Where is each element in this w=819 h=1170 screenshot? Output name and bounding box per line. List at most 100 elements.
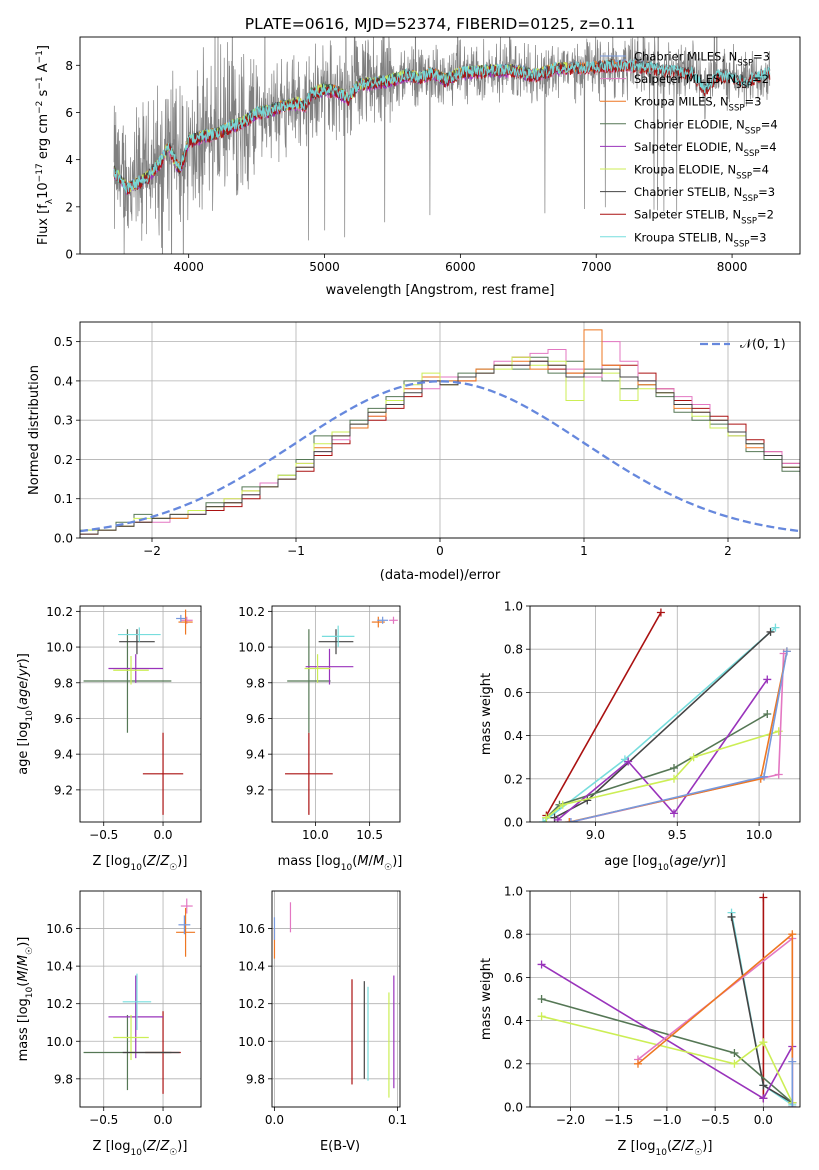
y-tick-label: 0.5 [54,335,73,349]
weight-marker [774,770,783,779]
y-tick-label: 1.0 [504,885,523,899]
y-tick-label: 0.0 [54,532,73,546]
x-tick-label: 9.0 [586,828,605,842]
weight-marker [566,818,575,822]
errorbar-chabrier-miles [178,915,191,935]
weight-marker [730,1049,739,1057]
mass_vs_ebv-axes: 0.0 0.1 9.8 10.0 10.2 10.4 10.6 [238,891,407,1127]
normal-distribution-curve [80,380,800,533]
spectrum-lines [113,37,771,254]
residuals-y-axis-label: Normed distribution [27,365,42,495]
weight-marker [771,623,780,632]
weight-line [542,626,777,822]
y-tick-label: 0.1 [54,492,73,506]
weight-marker [553,815,562,822]
mass-vs-Z-x-axis-label: Z [log10(Z/Z☉)] [93,1139,188,1158]
legend-label: Chabrier MILES, NSSP=3 [634,50,770,69]
y-tick-label: 10.0 [46,1035,73,1049]
weight-marker [634,1059,642,1068]
weight-marker [782,647,791,656]
y-tick-label: 9.8 [246,1072,265,1086]
x-tick-label: −1 [287,544,305,558]
x-tick-label: 10.5 [356,828,383,842]
errorbar-kroupa-stelib [117,627,161,642]
y-tick-label: 9.6 [54,712,73,726]
y-tick-label: 0.3 [54,414,73,428]
y-tick-label: 0.8 [504,643,523,657]
errorbar-salpeter-stelib [285,732,333,815]
mass_vs_Z-frame [79,890,202,1108]
weight-marker [670,774,678,783]
age_vs_Z-points [83,609,193,815]
mass-vs-ebv-x-axis-label: E(B-V) [320,1139,360,1154]
weight-marker [788,930,797,939]
weight-marker [670,764,678,772]
y-tick-label: 10.6 [238,922,265,936]
errorbar-salpeter-elodie [108,654,164,683]
x-tick-label: 7000 [581,260,612,274]
x-tick-label: 10.0 [746,828,773,842]
mass_weight_vs_Z-frame [529,890,801,1108]
errorbar-kroupa-elodie [113,655,149,685]
mass_vs_Z-axes: −0.5 0.0 9.8 10.0 10.2 10.4 10.6 [46,891,201,1127]
weight-line [541,1015,794,1104]
y-tick-label: 0.4 [54,374,73,388]
x-tick-label: 1 [580,544,588,558]
mass_vs_Z-points [83,898,196,1094]
mass-weight-vs-age-x-axis-label: age [log10(age/yr)] [604,854,726,873]
age-vs-mass-x-axis-label: mass [log10(M/M☉)] [278,854,403,873]
y-tick-label: 0.0 [504,1101,523,1115]
legend-label: Kroupa STELIB, NSSP=3 [634,230,766,249]
legend-label: Salpeter STELIB, NSSP=2 [634,208,774,227]
y-tick-label: 10.6 [46,922,73,936]
weight-marker [759,893,768,902]
weight-series-chabrier-miles [566,647,791,822]
weight-marker [537,960,546,969]
y-tick-label: 9.6 [246,712,265,726]
residuals-x-axis-label: (data-model)/error [380,568,501,583]
x-tick-label: 0.0 [153,828,172,842]
y-tick-label: 0.2 [504,1057,523,1071]
y-tick-label: 10.2 [46,997,73,1011]
weight-marker [788,1103,797,1107]
weight-line [570,651,788,822]
y-tick-label: 0.6 [504,686,523,700]
mass_vs_ebv-frame [271,890,401,1108]
errorbar-salpeter-stelib [142,732,184,815]
weight-marker [670,809,678,818]
mass_weight_vs_age-lines [539,608,791,822]
y-tick-label: 0.2 [54,453,73,467]
y-tick-label: 0.6 [504,971,523,985]
legend-label: Salpeter ELODIE, NSSP=4 [634,140,777,159]
weight-series-kroupa-miles [565,647,791,822]
errorbar-chabrier-miles [377,616,389,624]
histogram-kroupa-miles [80,329,800,538]
histogram-chabrier-stelib [80,360,800,538]
y-tick-label: 6 [65,106,73,120]
spectrum-legend: Chabrier MILES, NSSP=3 Salpeter MILES, NS… [600,50,778,249]
weight-marker [759,1081,768,1090]
legend-label: Chabrier ELODIE, NSSP=4 [634,117,778,136]
weight-line [545,730,779,819]
residual-histograms [80,329,800,538]
mass_vs_ebv-points [273,902,395,1098]
errorbar-salpeter-elodie [108,975,164,1059]
weight-series-kroupa-elodie [542,727,783,822]
errorbar-kroupa-stelib [122,973,152,1030]
errorbar-kroupa-stelib [321,625,355,648]
y-tick-label: 10.2 [238,605,265,619]
weight-marker [565,818,574,822]
errorbar-kroupa-miles [176,907,196,957]
weight-marker [624,757,633,766]
x-tick-label: −0.5 [89,828,118,842]
legend-label: Kroupa ELODIE, NSSP=4 [634,163,769,182]
weight-series-salpeter-stelib [542,608,665,820]
y-tick-label: 8 [65,59,73,73]
residuals-frame [79,321,801,539]
weight-marker [537,1012,546,1021]
errorbar-kroupa-miles [178,609,193,635]
y-tick-label: 10.4 [238,960,265,974]
weight-series-salpeter-elodie [553,675,772,822]
x-tick-label: 8000 [717,260,748,274]
